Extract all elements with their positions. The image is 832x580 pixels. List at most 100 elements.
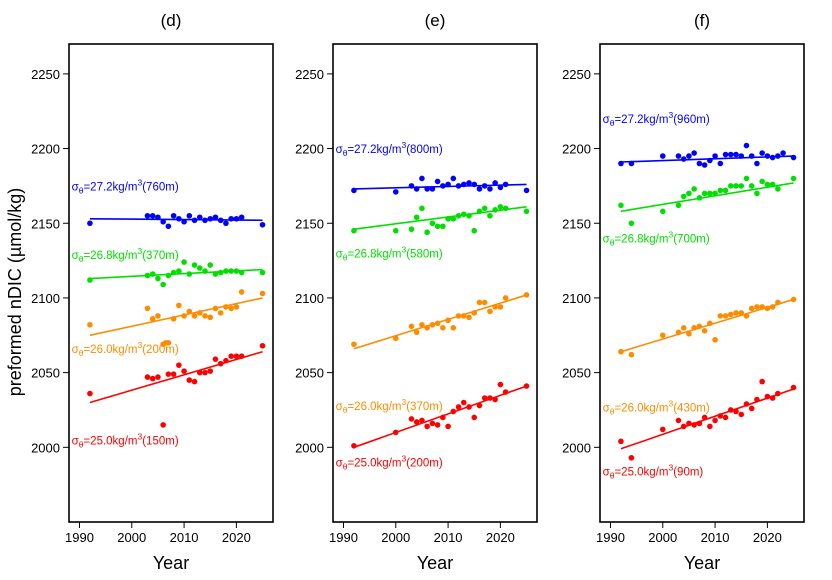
- series-label: σθ=26.0kg/m3(430m): [603, 398, 710, 416]
- data-point: [408, 416, 415, 422]
- data-point: [466, 212, 472, 219]
- data-point: [408, 183, 415, 189]
- data-point: [191, 217, 198, 224]
- data-point: [628, 220, 635, 227]
- data-point: [191, 378, 198, 385]
- data-point: [481, 183, 488, 189]
- data-point: [733, 408, 739, 415]
- data-point: [769, 181, 776, 188]
- data-point: [696, 420, 703, 427]
- x-tick-label: 2000: [648, 530, 677, 545]
- data-point: [165, 272, 172, 279]
- y-tick-label: 2000: [31, 440, 60, 455]
- data-point: [228, 305, 234, 312]
- data-point: [181, 313, 187, 319]
- panel-contents: 2000 2050 2100 2150 2200 2250 1990 2000 2010 2020…: [295, 43, 538, 545]
- data-point: [87, 277, 93, 283]
- data-point: [434, 178, 441, 185]
- data-point: [351, 187, 357, 194]
- y-tick-label: 2050: [31, 366, 60, 381]
- series-label-part: 3: [137, 177, 142, 187]
- data-point: [196, 369, 203, 376]
- data-point: [502, 295, 509, 301]
- data-point: [738, 153, 745, 159]
- data-point: [754, 304, 760, 310]
- data-point: [228, 215, 234, 222]
- x-axis-label: Year: [417, 553, 453, 573]
- data-point: [144, 374, 151, 380]
- data-point: [212, 305, 219, 312]
- data-point: [450, 408, 457, 415]
- series-label-part: (430m): [673, 402, 710, 414]
- data-point: [618, 438, 624, 445]
- series-label-part: 3: [137, 340, 142, 350]
- data-point: [460, 181, 467, 188]
- data-point: [212, 356, 219, 362]
- series-label-part: θ: [79, 439, 84, 449]
- data-point: [445, 215, 451, 222]
- y-tick-label: 2000: [295, 440, 324, 455]
- data-point: [717, 160, 724, 167]
- y-tick-label: 2150: [295, 216, 324, 231]
- data-point: [466, 180, 472, 186]
- data-point: [686, 420, 692, 427]
- x-tick-label: 1990: [329, 530, 358, 545]
- series-label-part: 3: [137, 431, 142, 441]
- data-point: [455, 183, 462, 189]
- data-point: [701, 414, 708, 421]
- x-axis-label: Year: [153, 553, 189, 573]
- data-point: [497, 184, 504, 191]
- series-label-part: =25.0kg/m: [347, 458, 401, 470]
- data-point: [160, 218, 166, 225]
- data-point: [424, 186, 430, 192]
- y-tick-label: 2150: [562, 216, 591, 231]
- series-label-part: θ: [610, 406, 615, 416]
- data-point: [196, 214, 203, 221]
- data-point: [217, 269, 224, 276]
- data-point: [181, 259, 187, 265]
- data-point: [733, 151, 739, 158]
- data-point: [712, 417, 718, 424]
- data-point: [155, 374, 161, 380]
- data-point: [466, 404, 472, 410]
- trend-line: [620, 182, 794, 213]
- data-point: [502, 205, 509, 212]
- data-point: [466, 314, 472, 321]
- data-point: [186, 212, 193, 219]
- series-label-part: σ: [336, 144, 343, 156]
- x-tick-label: 2010: [434, 530, 463, 545]
- x-tick-label: 2010: [701, 530, 730, 545]
- data-point: [144, 212, 151, 219]
- data-point: [712, 153, 718, 159]
- data-point: [176, 362, 182, 368]
- data-point: [429, 420, 436, 427]
- data-point: [659, 426, 666, 433]
- series-label-part: 3: [401, 454, 406, 464]
- data-point: [176, 215, 182, 222]
- series-label-part: σ: [336, 249, 343, 261]
- data-point: [233, 353, 240, 359]
- data-point: [392, 189, 399, 195]
- x-tick-label: 1990: [596, 530, 625, 545]
- data-point: [217, 360, 224, 367]
- panel-title: (e): [425, 11, 446, 30]
- series-label: σθ=26.0kg/m3(370m): [336, 397, 443, 415]
- series-label-part: (800m): [406, 144, 443, 156]
- data-point: [523, 187, 530, 194]
- data-point: [440, 223, 446, 230]
- data-point: [170, 269, 177, 276]
- panel-d: (d) 2000 2050 2100 2150 2200 2250 1990 2000 2010…: [31, 11, 274, 573]
- data-point: [419, 417, 425, 424]
- data-point: [764, 305, 771, 312]
- data-point: [196, 310, 203, 316]
- data-point: [434, 422, 441, 428]
- series-label-part: =26.0kg/m: [614, 402, 668, 414]
- data-point: [492, 207, 498, 213]
- data-point: [497, 304, 504, 310]
- series-label-part: 3: [401, 397, 406, 407]
- data-point: [722, 187, 729, 194]
- data-point: [686, 190, 692, 197]
- data-point: [691, 186, 697, 192]
- data-point: [155, 275, 161, 282]
- data-point: [754, 160, 760, 167]
